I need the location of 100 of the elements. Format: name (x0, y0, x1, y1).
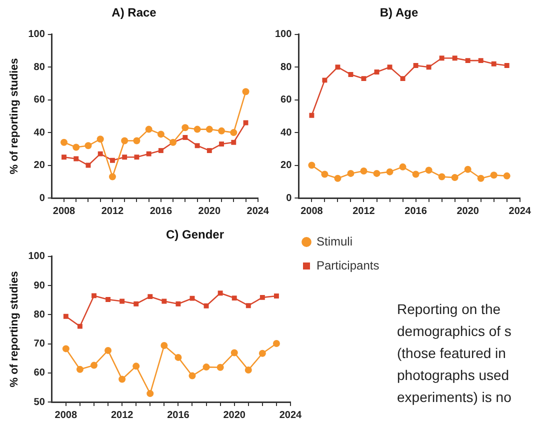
y-axis-title: % of reporting studies (8, 271, 21, 388)
point (108, 173, 116, 180)
x-tick-label: 2008 (300, 206, 324, 217)
point (230, 129, 238, 136)
y-tick-label: 80 (34, 62, 46, 73)
point (96, 136, 104, 143)
point (190, 296, 195, 301)
point (206, 148, 212, 154)
point (74, 156, 79, 162)
y-tick-label: 100 (28, 251, 46, 262)
y-tick-label: 70 (34, 338, 46, 350)
point (86, 162, 91, 168)
y-tick-label: 50 (34, 396, 46, 408)
x-tick-label: 2024 (246, 206, 270, 217)
x-tick-label: 2020 (456, 206, 480, 217)
point (77, 324, 82, 329)
point (274, 294, 279, 298)
x-tick-label: 2016 (404, 206, 428, 217)
point (121, 137, 128, 144)
chart-title: B) Age (380, 6, 418, 20)
y-tick-label: 100 (28, 29, 46, 40)
x-tick-label: 2016 (150, 206, 172, 217)
y-tick-label: 60 (34, 94, 46, 106)
point (62, 345, 70, 352)
point (360, 168, 368, 175)
y-tick-label: 90 (34, 280, 46, 292)
y-axis-title: % of reporting studies (8, 58, 21, 174)
point (258, 350, 266, 357)
point (206, 126, 213, 133)
x-tick-label: 2012 (352, 206, 376, 217)
point (308, 162, 316, 169)
point (451, 174, 458, 182)
point (110, 158, 115, 163)
chart-title: A) Race (112, 6, 157, 20)
y-tick-label: 0 (39, 192, 46, 204)
x-tick-label: 2008 (52, 206, 76, 217)
point (146, 151, 152, 156)
x-tick-label: 2008 (54, 410, 78, 421)
point (92, 293, 96, 298)
point (231, 140, 236, 145)
legend-label: Participants (316, 258, 380, 272)
point (322, 78, 328, 83)
text: Reporting on the demographics of s (those featured in photographs used experiments) is no (397, 300, 512, 407)
point (399, 163, 406, 170)
point (134, 301, 139, 306)
point (194, 126, 201, 133)
point (133, 137, 140, 144)
x-tick-label: 2012 (110, 410, 134, 421)
point (491, 61, 496, 66)
point (122, 154, 128, 160)
point (174, 354, 182, 361)
point (232, 296, 237, 301)
y-tick-label: 60 (280, 94, 292, 106)
point (425, 166, 432, 174)
y-tick-label: 100 (274, 29, 292, 40)
point (145, 126, 152, 133)
point (439, 56, 444, 61)
y-tick-label: 40 (34, 127, 46, 138)
point (218, 127, 226, 134)
y-tick-label: 80 (280, 62, 292, 73)
point (204, 303, 209, 308)
point (503, 172, 510, 180)
point (244, 366, 252, 374)
point (132, 362, 140, 370)
point (162, 298, 167, 304)
y-tick-label: 20 (280, 160, 292, 172)
point (477, 174, 484, 182)
point (335, 64, 340, 70)
point (219, 142, 224, 146)
y-tick-label: 80 (34, 309, 46, 320)
point (216, 364, 224, 371)
point (413, 63, 418, 68)
point (260, 294, 265, 300)
y-tick-label: 20 (34, 160, 46, 172)
point (62, 154, 66, 160)
point (465, 58, 470, 64)
point (230, 349, 238, 356)
point (98, 151, 103, 156)
point (361, 76, 366, 82)
point (374, 70, 380, 75)
y-tick-label: 40 (280, 127, 292, 138)
point (334, 174, 342, 182)
point (478, 58, 484, 64)
point (246, 303, 251, 308)
x-tick-label: 2020 (198, 206, 221, 217)
point (309, 112, 314, 118)
x-tick-label: 2012 (101, 206, 124, 217)
point (63, 314, 68, 319)
chart-title: C) Gender (166, 228, 224, 242)
x-tick-label: 2024 (508, 206, 532, 217)
point (387, 64, 392, 70)
point (400, 76, 406, 82)
point (452, 56, 458, 61)
point (76, 366, 84, 373)
point (347, 170, 354, 177)
point (182, 134, 188, 140)
x-tick-label: 2016 (167, 410, 190, 421)
point (386, 168, 394, 176)
point (106, 297, 111, 302)
x-tick-label: 2024 (279, 410, 302, 421)
